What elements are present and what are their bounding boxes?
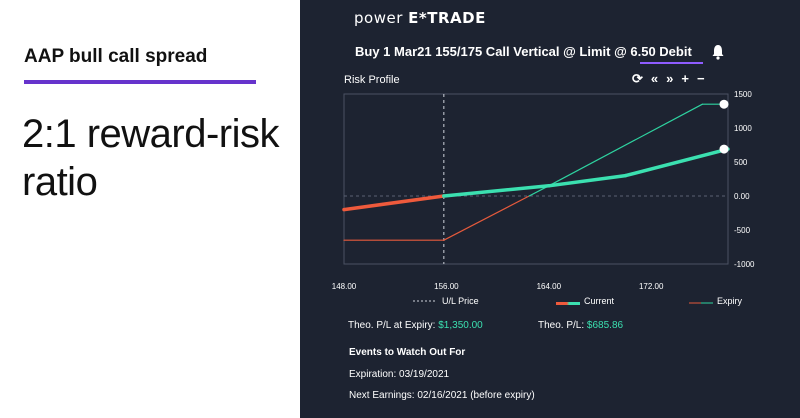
legend-ul-price: U/L Price	[442, 296, 479, 306]
current-end-marker	[719, 144, 729, 154]
debit-underline	[640, 62, 703, 64]
scroll-left-icon[interactable]: «	[650, 71, 659, 86]
current-line-segment	[623, 147, 730, 178]
risk-profile-title: Risk Profile	[344, 74, 400, 86]
expiry-end-marker	[719, 99, 729, 109]
accent-divider	[24, 80, 256, 84]
next-earnings: Next Earnings: 02/16/2021 (before expiry…	[349, 390, 535, 401]
plot-frame	[343, 93, 729, 265]
brand-logo: power E*TRADE	[354, 9, 486, 27]
y-tick-label: 1500	[734, 90, 752, 99]
x-tick-label: 156.00	[434, 282, 459, 291]
order-summary[interactable]: Buy 1 Mar21 155/175 Call Vertical @ Limi…	[355, 44, 692, 59]
x-tick-label: 172.00	[639, 282, 664, 291]
brand-prefix: power	[354, 9, 409, 27]
current-line-segment	[547, 173, 628, 188]
current-legend-swatch	[556, 302, 580, 305]
y-tick-label: 500	[734, 158, 748, 167]
current-line-segment	[342, 194, 446, 212]
expiry-line-segment	[443, 195, 530, 241]
theo-current-value: $685.86	[586, 320, 624, 331]
zoom-in-icon[interactable]: +	[681, 71, 689, 86]
theo-expiry-label: Theo. P/L at Expiry:	[348, 320, 436, 331]
expiry-legend-swatch	[689, 302, 713, 304]
trade-panel: power E*TRADE Buy 1 Mar21 155/175 Call V…	[300, 0, 800, 418]
x-tick-label: 148.00	[332, 282, 357, 291]
slide-title: AAP bull call spread	[24, 46, 208, 67]
alert-bell-icon[interactable]	[711, 44, 725, 60]
y-tick-label: -500	[734, 226, 751, 235]
legend-expiry: Expiry	[717, 296, 743, 306]
theo-expiry-value: $1,350.00	[438, 320, 483, 331]
risk-profile-chart[interactable]: 1500 1000 500 0.00 -500 -1000 148.00 156.00 164.…	[300, 86, 800, 296]
events-title: Events to Watch Out For	[349, 347, 466, 358]
y-tick-label: 0.00	[734, 192, 750, 201]
expiration-date: Expiration: 03/19/2021	[349, 369, 450, 380]
y-tick-label: 1000	[734, 124, 752, 133]
theo-expiry: Theo. P/L at Expiry: $1,350.00	[348, 320, 483, 331]
theo-current: Theo. P/L: $685.86	[538, 320, 623, 331]
y-tick-label: -1000	[734, 260, 755, 269]
x-tick-label: 164.00	[537, 282, 562, 291]
chart-toolbar: ⟳ « » + −	[632, 71, 705, 87]
brand-name: E*TRADE	[408, 9, 486, 27]
slide-subtitle: 2:1 reward-risk ratio	[22, 112, 280, 204]
theo-current-label: Theo. P/L:	[538, 320, 585, 331]
ul-price-legend-swatch	[413, 300, 437, 302]
zoom-out-icon[interactable]: −	[696, 71, 705, 86]
refresh-icon[interactable]: ⟳	[632, 71, 643, 86]
expiry-line-segment	[548, 103, 703, 187]
slide-left-panel: AAP bull call spread 2:1 reward-risk rat…	[0, 0, 300, 418]
scroll-right-icon[interactable]: »	[666, 71, 674, 86]
current-line-segment	[442, 184, 551, 198]
legend-current: Current	[584, 296, 615, 306]
